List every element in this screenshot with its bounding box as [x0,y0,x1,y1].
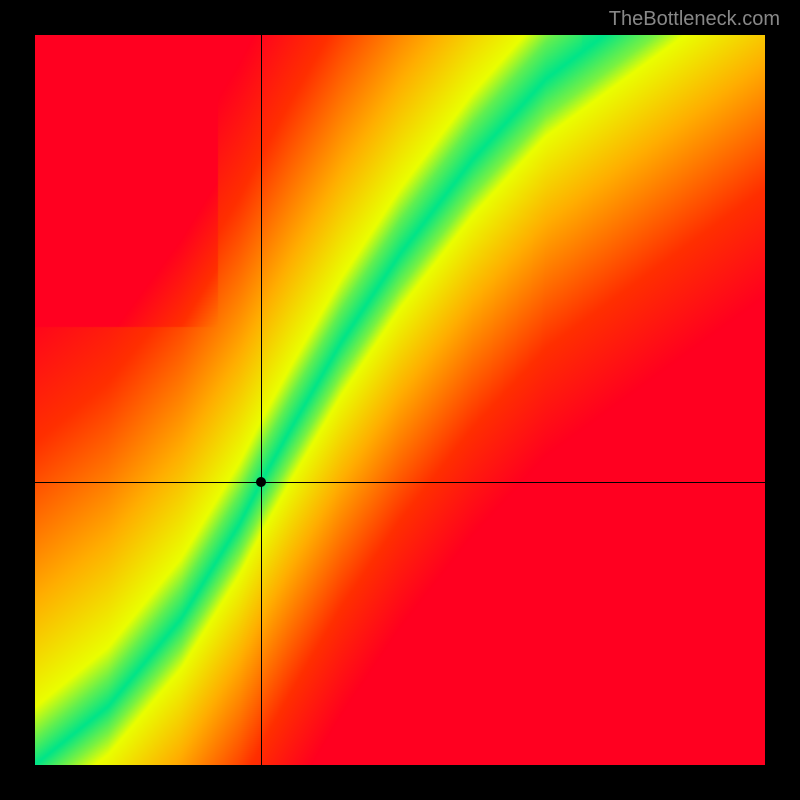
crosshair-horizontal [35,482,765,483]
bottleneck-heatmap [35,35,765,765]
crosshair-vertical [261,35,262,765]
heatmap-canvas [35,35,765,765]
data-point-marker [256,477,266,487]
watermark-text: TheBottleneck.com [609,8,780,31]
